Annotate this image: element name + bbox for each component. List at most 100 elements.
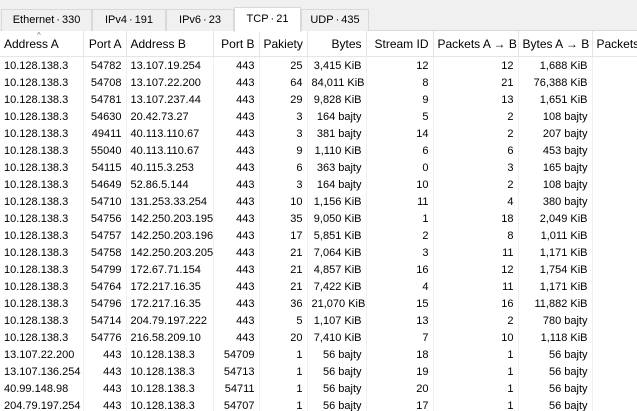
cell-packets-b-to-a [592, 56, 637, 74]
cell-stream-id: 20 [366, 380, 434, 397]
cell-packets: 29 [259, 91, 308, 108]
cell-bytes: 164 bajty [307, 108, 367, 125]
table-row[interactable]: 10.128.138.3 54799 172.67.71.154 443 21 4,857… [0, 261, 637, 278]
cell-bytes-a-to-b: 1,651 KiB [518, 91, 593, 108]
cell-port-a: 54756 [83, 210, 127, 227]
column-header-port-a[interactable]: Port A [83, 31, 127, 57]
cell-bytes-a-to-b: 780 bajty [518, 312, 593, 329]
cell-bytes-a-to-b: 1,118 KiB [518, 329, 593, 346]
cell-address-a: 10.128.138.3 [0, 142, 84, 159]
cell-bytes: 56 bajty [307, 397, 367, 411]
cell-bytes-a-to-b: 76,388 KiB [518, 74, 593, 91]
cell-port-b: 443 [213, 142, 260, 159]
header-row: ^ Address A Port A Address B Port B Pakie… [0, 31, 637, 57]
tab-label: Ethernet [12, 14, 55, 26]
cell-packets-a-to-b: 1 [433, 380, 519, 397]
cell-packets-b-to-a [592, 397, 637, 411]
tab-ipv6[interactable]: IPv6 · 23 [166, 9, 234, 31]
cell-port-b: 54707 [213, 397, 260, 411]
table-row[interactable]: 204.79.197.254 443 10.128.138.3 54707 1 56 ba… [0, 397, 637, 411]
cell-packets: 20 [259, 329, 308, 346]
table-row[interactable]: 10.128.138.3 54796 172.217.16.35 443 36 21,07… [0, 295, 637, 312]
cell-stream-id: 13 [366, 312, 434, 329]
column-header-bytes[interactable]: Bytes [307, 31, 367, 57]
table-row[interactable]: 40.99.148.98 443 10.128.138.3 54711 1 56 bajt… [0, 380, 637, 397]
cell-stream-id: 8 [366, 74, 434, 91]
cell-bytes-a-to-b: 56 bajty [518, 363, 593, 380]
cell-port-a: 443 [83, 397, 127, 411]
cell-port-a: 54714 [83, 312, 127, 329]
cell-stream-id: 15 [366, 295, 434, 312]
table-row[interactable]: 10.128.138.3 49411 40.113.110.67 443 3 381 ba… [0, 125, 637, 142]
cell-address-a: 40.99.148.98 [0, 380, 84, 397]
tab-separator: · [335, 14, 340, 26]
table-row[interactable]: 10.128.138.3 54764 172.217.16.35 443 21 7,422… [0, 278, 637, 295]
cell-stream-id: 10 [366, 176, 434, 193]
table-row[interactable]: 10.128.138.3 54758 142.250.203.205 443 21 7,0… [0, 244, 637, 261]
table-row[interactable]: 10.128.138.3 54782 13.107.19.254 443 25 3,415… [0, 56, 637, 74]
cell-bytes: 9,050 KiB [307, 210, 367, 227]
cell-bytes: 56 bajty [307, 346, 367, 363]
tab-udp[interactable]: UDP · 435 [301, 9, 369, 31]
cell-stream-id: 18 [366, 346, 434, 363]
table-row[interactable]: 10.128.138.3 54756 142.250.203.195 443 35 9,0… [0, 210, 637, 227]
cell-port-a: 55040 [83, 142, 127, 159]
table-row[interactable]: 10.128.138.3 54649 52.86.5.144 443 3 164 bajt… [0, 176, 637, 193]
tab-bar: Ethernet · 330 IPv4 · 191 IPv6 · 23 TCP · 21 UDP… [0, 0, 637, 32]
cell-packets-b-to-a [592, 363, 637, 380]
tab-label: TCP [246, 13, 269, 25]
cell-address-b: 131.253.33.254 [126, 193, 214, 210]
table-row[interactable]: 13.107.22.200 443 10.128.138.3 54709 1 56 baj… [0, 346, 637, 363]
cell-port-a: 54799 [83, 261, 127, 278]
column-header-packets-b-to-a[interactable]: Packets [592, 31, 637, 57]
table-row[interactable]: 10.128.138.3 54757 142.250.203.196 443 17 5,8… [0, 227, 637, 244]
column-header-bytes-a-to-b[interactable]: Bytes A → B [518, 31, 593, 57]
cell-stream-id: 3 [366, 244, 434, 261]
cell-stream-id: 12 [366, 56, 434, 74]
cell-stream-id: 11 [366, 193, 434, 210]
cell-packets-b-to-a [592, 74, 637, 91]
table-row[interactable]: 10.128.138.3 54710 131.253.33.254 443 10 1,15… [0, 193, 637, 210]
cell-packets-a-to-b: 10 [433, 329, 519, 346]
table-row[interactable]: 10.128.138.3 54115 40.115.3.253 443 6 363 baj… [0, 159, 637, 176]
column-header-packets-a-to-b[interactable]: Packets A → B [433, 31, 519, 57]
column-header-port-b[interactable]: Port B [213, 31, 260, 57]
tab-tcp[interactable]: TCP · 21 [234, 7, 301, 32]
cell-address-b: 40.113.110.67 [126, 142, 214, 159]
cell-packets-b-to-a [592, 176, 637, 193]
table-row[interactable]: 10.128.138.3 54708 13.107.22.200 443 64 84,01… [0, 74, 637, 91]
table-row[interactable]: 10.128.138.3 54776 216.58.209.10 443 20 7,410… [0, 329, 637, 346]
cell-port-a: 54649 [83, 176, 127, 193]
cell-stream-id: 9 [366, 91, 434, 108]
cell-port-a: 54115 [83, 159, 127, 176]
table-row[interactable]: 10.128.138.3 54630 20.42.73.27 443 3 164 bajt… [0, 108, 637, 125]
column-header-label: Address A [4, 36, 59, 51]
cell-port-b: 443 [213, 176, 260, 193]
cell-address-b: 13.107.237.44 [126, 91, 214, 108]
column-header-stream-id[interactable]: Stream ID [366, 31, 434, 57]
tab-ipv4[interactable]: IPv4 · 191 [92, 9, 166, 31]
cell-bytes: 363 bajty [307, 159, 367, 176]
table-row[interactable]: 13.107.136.254 443 10.128.138.3 54713 1 56 ba… [0, 363, 637, 380]
tab-ethernet[interactable]: Ethernet · 330 [1, 9, 92, 31]
column-header-address-b[interactable]: Address B [126, 31, 214, 57]
cell-address-a: 13.107.22.200 [0, 346, 84, 363]
cell-packets: 21 [259, 244, 308, 261]
table-row[interactable]: 10.128.138.3 55040 40.113.110.67 443 9 1,110 … [0, 142, 637, 159]
cell-address-a: 10.128.138.3 [0, 278, 84, 295]
cell-address-b: 20.42.73.27 [126, 108, 214, 125]
column-header-packets[interactable]: Pakiety [259, 31, 308, 57]
cell-bytes: 84,011 KiB [307, 74, 367, 91]
table-row[interactable]: 10.128.138.3 54781 13.107.237.44 443 29 9,828… [0, 91, 637, 108]
cell-packets-b-to-a [592, 278, 637, 295]
cell-bytes-a-to-b: 1,754 KiB [518, 261, 593, 278]
table-row[interactable]: 10.128.138.3 54714 204.79.197.222 443 5 1,107… [0, 312, 637, 329]
cell-bytes-a-to-b: 56 bajty [518, 346, 593, 363]
cell-packets-b-to-a [592, 329, 637, 346]
column-header-address-a[interactable]: ^ Address A [0, 31, 84, 57]
tab-separator: · [128, 14, 133, 26]
cell-packets-a-to-b: 21 [433, 74, 519, 91]
cell-port-a: 54757 [83, 227, 127, 244]
cell-port-a: 54764 [83, 278, 127, 295]
tab-label: IPv4 [104, 14, 127, 26]
